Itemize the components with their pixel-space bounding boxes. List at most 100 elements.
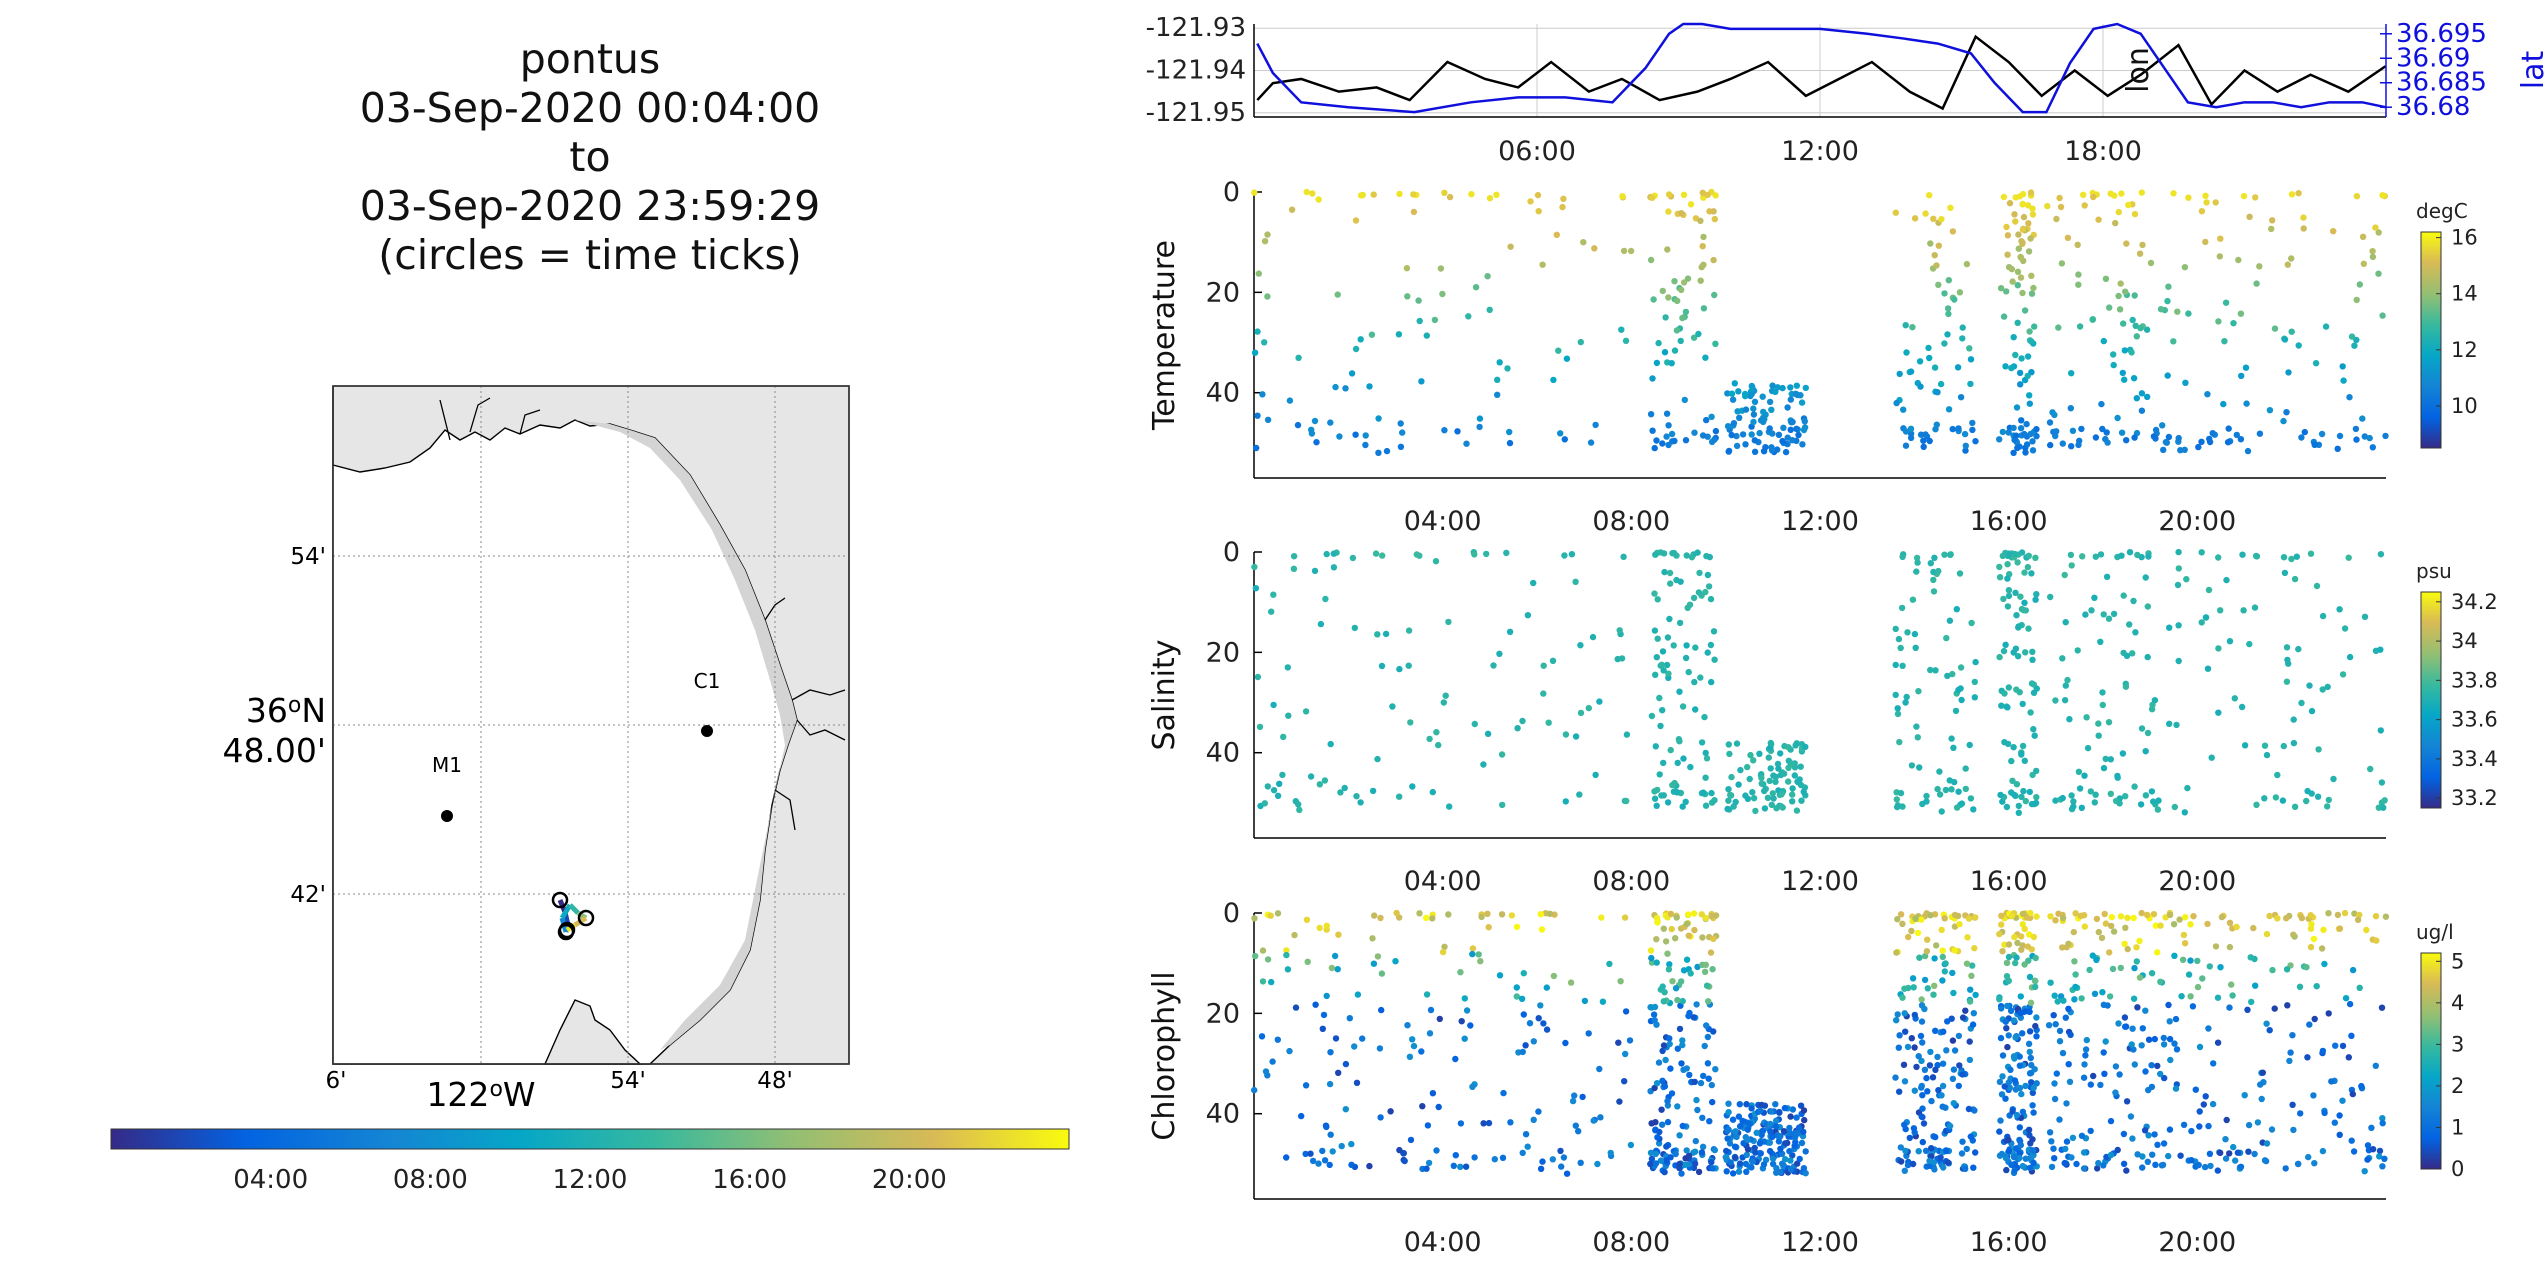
temperature-point — [1418, 378, 1425, 385]
salinity-point — [2290, 739, 2298, 747]
temperature-point — [2230, 320, 2237, 327]
chlorophyll-point — [2121, 940, 2128, 947]
temperature-point — [2014, 268, 2022, 275]
chlorophyll-point — [2364, 1156, 2371, 1163]
chlorophyll-point — [2258, 1095, 2265, 1103]
temperature-point — [1664, 246, 1671, 253]
chlorophyll-point — [1792, 1129, 1800, 1137]
salinity-point — [2239, 551, 2246, 558]
temperature-point — [1750, 411, 1758, 418]
temperature-point — [2021, 430, 2028, 438]
chlorophyll-point — [1902, 1147, 1909, 1155]
chlorophyll-colorbar-unit: ug/l — [2416, 920, 2454, 944]
chlorophyll-point — [1996, 930, 2003, 938]
salinity-point — [1483, 550, 1490, 558]
salinity-point — [2103, 573, 2111, 580]
salinity-point — [1524, 612, 1532, 619]
chlorophyll-point — [1795, 1124, 1803, 1131]
salinity-point — [2166, 624, 2173, 631]
temperature-point — [1703, 416, 1710, 424]
chlorophyll-point — [2129, 1135, 2136, 1142]
chlorophyll-point — [2318, 945, 2326, 952]
chlorophyll-point — [2081, 1061, 2088, 1068]
temperature-point — [2031, 323, 2038, 330]
chlorophyll-point — [1577, 1159, 1584, 1167]
chlorophyll-point — [1679, 1041, 1686, 1049]
salinity-point — [1705, 583, 1713, 590]
chlorophyll-point — [1666, 1035, 1673, 1042]
temperature-point — [2182, 379, 2189, 386]
chlorophyll-point — [1546, 910, 1554, 917]
chlorophyll-point — [1655, 1059, 1663, 1066]
chlorophyll-point — [1710, 1028, 1717, 1035]
time-colorbar-tick-label: 04:00 — [233, 1165, 308, 1195]
chlorophyll-point — [1579, 1093, 1586, 1101]
chlorophyll-point — [1563, 1170, 1571, 1177]
temperature-point — [2288, 191, 2296, 198]
chlorophyll-point — [1692, 1137, 1699, 1145]
chlorophyll-point — [2336, 925, 2344, 932]
chlorophyll-point — [1348, 1140, 1355, 1148]
temperature-point — [1728, 390, 1736, 397]
chlorophyll-point — [2003, 1166, 2010, 1174]
temperature-point — [2202, 192, 2209, 199]
salinity-xtick-label: 04:00 — [1404, 866, 1482, 897]
temperature-point — [1368, 331, 1376, 338]
temperature-point — [1700, 305, 1708, 312]
salinity-point — [1953, 804, 1961, 811]
chlorophyll-point — [1779, 1160, 1786, 1167]
chlorophyll-point — [1802, 1170, 1809, 1177]
chlorophyll-point — [2361, 1168, 2368, 1175]
chlorophyll-point — [1660, 998, 1667, 1005]
chlorophyll-point — [2206, 963, 2213, 970]
salinity-point — [1774, 760, 1782, 768]
chlorophyll-point — [1572, 1122, 1579, 1129]
chlorophyll-point — [1899, 920, 1906, 927]
salinity-point — [1899, 662, 1906, 669]
temperature-point — [1903, 349, 1910, 356]
salinity-point — [2274, 771, 2281, 779]
temperature-point — [2195, 443, 2202, 451]
temperature-point — [1934, 389, 1941, 396]
chlorophyll-point — [1904, 1043, 1912, 1051]
salinity-point — [2017, 593, 2024, 600]
chlorophyll-point — [2021, 925, 2028, 933]
chlorophyll-point — [1647, 947, 1655, 954]
salinity-point — [2004, 704, 2011, 711]
salinity-point — [2078, 804, 2085, 811]
temperature-point — [2243, 400, 2250, 407]
temperature-point — [1795, 431, 1802, 439]
temperature-point — [1774, 446, 1781, 453]
chlorophyll-point — [1708, 1159, 1715, 1166]
chlorophyll-point — [1743, 1168, 1750, 1176]
chlorophyll-point — [2131, 964, 2138, 972]
chlorophyll-point — [1935, 1087, 1942, 1094]
salinity-point — [1379, 552, 1386, 559]
temperature-point — [1949, 425, 1956, 433]
temperature-point — [1780, 424, 1787, 431]
map-river-east — [764, 597, 846, 831]
time-colorbar-ticks: 04:00 08:00 12:00 16:00 20:00 — [233, 1165, 947, 1195]
salinity-point — [2381, 797, 2388, 804]
salinity-point — [1661, 568, 1668, 576]
chlorophyll-point — [1896, 1088, 1903, 1095]
chlorophyll-point — [2321, 1109, 2328, 1117]
salinity-point — [2015, 809, 2022, 816]
temperature-point — [1534, 191, 1542, 199]
salinity-point — [2088, 607, 2095, 614]
salinity-point — [1396, 665, 1403, 673]
chlorophyll-point — [2045, 1021, 2053, 1029]
chlorophyll-point — [2165, 1001, 2172, 1009]
lonlat-ytick-right-label: 36.685 — [2396, 68, 2487, 98]
chlorophyll-point — [2009, 1161, 2016, 1169]
salinity-point — [1769, 790, 1776, 797]
salinity-colorbar-tick-label: 34 — [2451, 629, 2478, 653]
salinity-point — [2026, 788, 2033, 796]
salinity-point — [1432, 558, 1440, 565]
chlorophyll-point — [1966, 998, 1974, 1005]
temperature-point — [1729, 396, 1737, 403]
chlorophyll-point — [1912, 915, 1919, 922]
temperature-point — [2000, 193, 2008, 201]
temperature-point — [1653, 437, 1660, 444]
chlorophyll-point — [1944, 1018, 1951, 1025]
